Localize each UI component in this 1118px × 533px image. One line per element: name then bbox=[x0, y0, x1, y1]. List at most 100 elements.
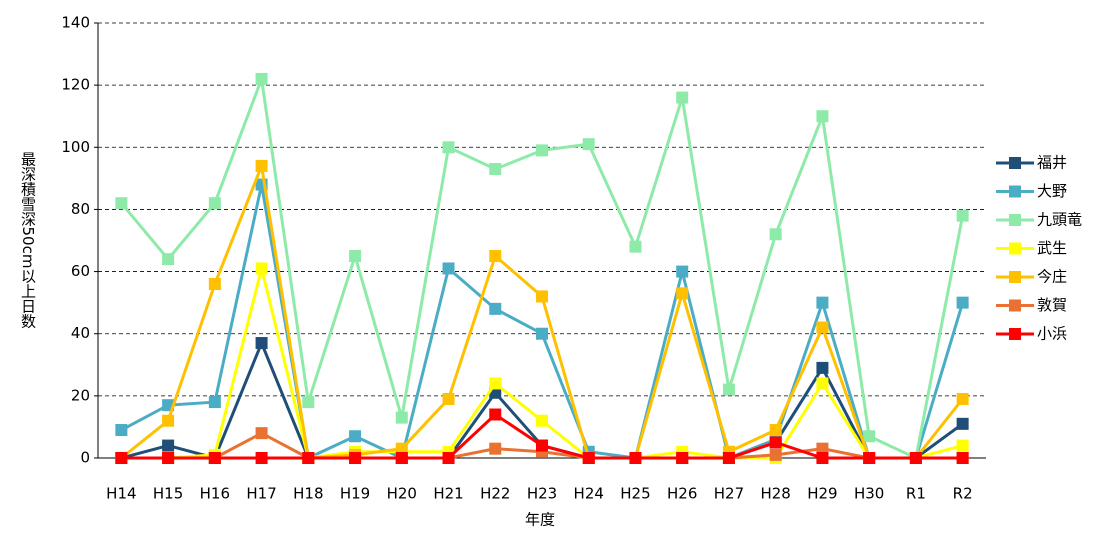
marker bbox=[816, 377, 829, 390]
marker bbox=[208, 278, 221, 290]
x-tick-label: R1 bbox=[906, 485, 926, 503]
legend-swatch bbox=[1009, 157, 1021, 169]
y-axis-label: 最深積雪深50cm以上日数 bbox=[19, 152, 37, 329]
x-tick-label: H27 bbox=[714, 485, 744, 503]
marker bbox=[956, 392, 969, 405]
marker bbox=[676, 452, 689, 464]
y-tick-label: 140 bbox=[61, 14, 90, 32]
marker bbox=[863, 430, 876, 443]
legend-label: 敦賀 bbox=[1037, 296, 1067, 314]
marker bbox=[489, 250, 502, 263]
marker bbox=[536, 414, 548, 427]
marker bbox=[489, 408, 502, 421]
y-tick-label: 0 bbox=[80, 449, 90, 467]
marker bbox=[489, 163, 502, 176]
marker bbox=[816, 442, 829, 455]
x-tick-label: H19 bbox=[340, 485, 370, 503]
marker bbox=[255, 452, 268, 464]
marker bbox=[676, 287, 689, 300]
marker bbox=[956, 296, 969, 309]
marker bbox=[956, 452, 969, 464]
x-tick-label: H21 bbox=[433, 485, 463, 503]
x-tick-label: H15 bbox=[153, 485, 183, 503]
y-tick-label: 20 bbox=[71, 386, 90, 404]
marker bbox=[255, 427, 268, 440]
marker bbox=[255, 159, 268, 172]
marker bbox=[255, 72, 268, 85]
marker bbox=[536, 439, 548, 452]
marker bbox=[442, 141, 455, 154]
series-line bbox=[120, 78, 965, 461]
x-tick-label: H20 bbox=[387, 485, 417, 503]
marker bbox=[676, 265, 689, 278]
marker bbox=[255, 262, 268, 275]
marker bbox=[208, 396, 221, 409]
marker bbox=[349, 250, 362, 263]
legend-label: 今庄 bbox=[1037, 268, 1067, 286]
y-tick-label: 80 bbox=[71, 200, 90, 218]
marker bbox=[816, 321, 829, 334]
legend-swatch bbox=[1009, 328, 1021, 340]
marker bbox=[489, 377, 502, 390]
x-tick-label: H28 bbox=[760, 485, 790, 503]
marker bbox=[582, 138, 595, 151]
x-tick-label: H25 bbox=[620, 485, 650, 503]
marker bbox=[629, 452, 642, 464]
marker bbox=[769, 448, 782, 461]
marker bbox=[442, 392, 455, 405]
marker bbox=[816, 361, 829, 374]
marker bbox=[349, 430, 362, 443]
x-tick-label: H23 bbox=[527, 485, 557, 503]
marker bbox=[395, 452, 408, 464]
marker bbox=[956, 417, 969, 430]
x-tick-label: H18 bbox=[293, 485, 323, 503]
x-tick-label: H24 bbox=[574, 485, 604, 503]
x-tick-label: H16 bbox=[200, 485, 230, 503]
marker bbox=[582, 452, 595, 464]
marker bbox=[722, 383, 735, 396]
x-axis-label: 年度 bbox=[525, 511, 555, 529]
legend-swatch bbox=[1009, 271, 1021, 283]
marker bbox=[349, 452, 362, 464]
marker bbox=[536, 327, 548, 340]
x-tick-label: H17 bbox=[246, 485, 276, 503]
marker bbox=[676, 91, 689, 104]
marker bbox=[442, 262, 455, 275]
marker bbox=[162, 439, 175, 452]
marker bbox=[863, 452, 876, 464]
marker bbox=[816, 110, 829, 123]
x-tick-label: H26 bbox=[667, 485, 697, 503]
x-tick-label: H22 bbox=[480, 485, 510, 503]
marker bbox=[302, 452, 315, 464]
marker bbox=[395, 442, 408, 455]
legend-swatch bbox=[1009, 185, 1021, 198]
legend-swatch bbox=[1009, 214, 1021, 226]
marker bbox=[442, 452, 455, 464]
marker bbox=[909, 452, 922, 464]
marker bbox=[769, 436, 782, 449]
legend-swatch bbox=[1009, 242, 1021, 255]
marker bbox=[115, 197, 128, 210]
marker bbox=[536, 290, 548, 303]
y-tick-label: 120 bbox=[61, 76, 90, 94]
marker bbox=[162, 414, 175, 427]
marker bbox=[769, 228, 782, 241]
x-tick-label: H14 bbox=[106, 485, 136, 503]
y-tick-label: 60 bbox=[71, 262, 90, 280]
marker bbox=[115, 452, 128, 464]
legend-label: 武生 bbox=[1037, 239, 1067, 257]
y-tick-label: 100 bbox=[61, 138, 90, 156]
marker bbox=[816, 452, 829, 464]
marker bbox=[816, 296, 829, 309]
marker bbox=[722, 452, 735, 464]
marker bbox=[956, 439, 969, 452]
x-tick-label: R2 bbox=[953, 485, 973, 503]
x-tick-label: H29 bbox=[807, 485, 837, 503]
marker bbox=[302, 396, 315, 409]
marker bbox=[769, 424, 782, 437]
marker bbox=[629, 240, 642, 253]
x-tick-label: H30 bbox=[854, 485, 884, 503]
marker bbox=[162, 253, 175, 266]
legend-label: 小浜 bbox=[1037, 325, 1067, 343]
